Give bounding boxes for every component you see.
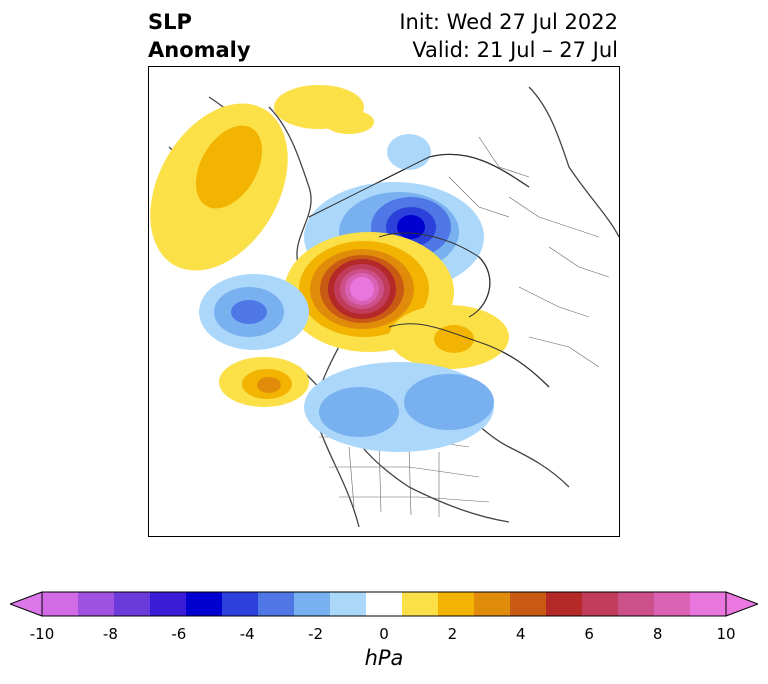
colorbar-segment bbox=[150, 592, 187, 616]
chart-title: SLP Anomaly bbox=[148, 8, 251, 64]
colorbar-tick-label: -10 bbox=[29, 625, 55, 643]
colorbar-segment bbox=[690, 592, 727, 616]
colorbar-segment bbox=[222, 592, 259, 616]
colorbar-tick-label: 0 bbox=[379, 625, 389, 643]
colorbar-label: hPa bbox=[364, 646, 404, 670]
colorbar-segment bbox=[654, 592, 691, 616]
colorbar-segment bbox=[510, 592, 547, 616]
colorbar-tick-label: 2 bbox=[447, 625, 458, 643]
colorbar-frame bbox=[41, 591, 727, 617]
colorbar-segment bbox=[258, 592, 295, 616]
colorbar-tick-label: 4 bbox=[516, 625, 526, 643]
colorbar bbox=[10, 591, 758, 617]
valid-range: Valid: 21 Jul – 27 Jul bbox=[412, 38, 618, 62]
colorbar-tick-label: 6 bbox=[584, 625, 594, 643]
colorbar-segment bbox=[618, 592, 655, 616]
colorbar-tick-label: 8 bbox=[652, 625, 663, 643]
colorbar-segments bbox=[42, 592, 727, 616]
colorbar-segment bbox=[78, 592, 115, 616]
colorbar-segment bbox=[438, 592, 475, 616]
colorbar-segment bbox=[114, 592, 151, 616]
colorbar-tick-label: -6 bbox=[171, 625, 187, 643]
colorbar-tick-label: -2 bbox=[308, 625, 324, 643]
colorbar-segment bbox=[42, 592, 79, 616]
colorbar-under-arrow bbox=[10, 591, 43, 617]
colorbar-segment bbox=[546, 592, 583, 616]
colorbar-tick-label: -4 bbox=[239, 625, 255, 643]
colorbar-over-arrow bbox=[725, 591, 758, 617]
anomaly-fields bbox=[150, 85, 509, 452]
date-info: Init: Wed 27 Jul 2022 Valid: 21 Jul – 27… bbox=[399, 8, 618, 64]
title-line-1: SLP bbox=[148, 10, 192, 34]
colorbar-tick-label: -8 bbox=[102, 625, 118, 643]
map-panel bbox=[148, 66, 620, 537]
title-line-2: Anomaly bbox=[148, 38, 251, 62]
colorbar-segment bbox=[294, 592, 331, 616]
init-date: Init: Wed 27 Jul 2022 bbox=[399, 10, 618, 34]
colorbar-tick-label: 10 bbox=[716, 625, 736, 643]
colorbar-segment bbox=[582, 592, 619, 616]
colorbar-segment bbox=[474, 592, 511, 616]
colorbar-segment bbox=[402, 592, 439, 616]
anomaly-map bbox=[150, 85, 619, 528]
colorbar-segment bbox=[186, 592, 223, 616]
colorbar-segment bbox=[330, 592, 367, 616]
colorbar-segment bbox=[366, 592, 403, 616]
coast-overlay bbox=[308, 153, 550, 388]
